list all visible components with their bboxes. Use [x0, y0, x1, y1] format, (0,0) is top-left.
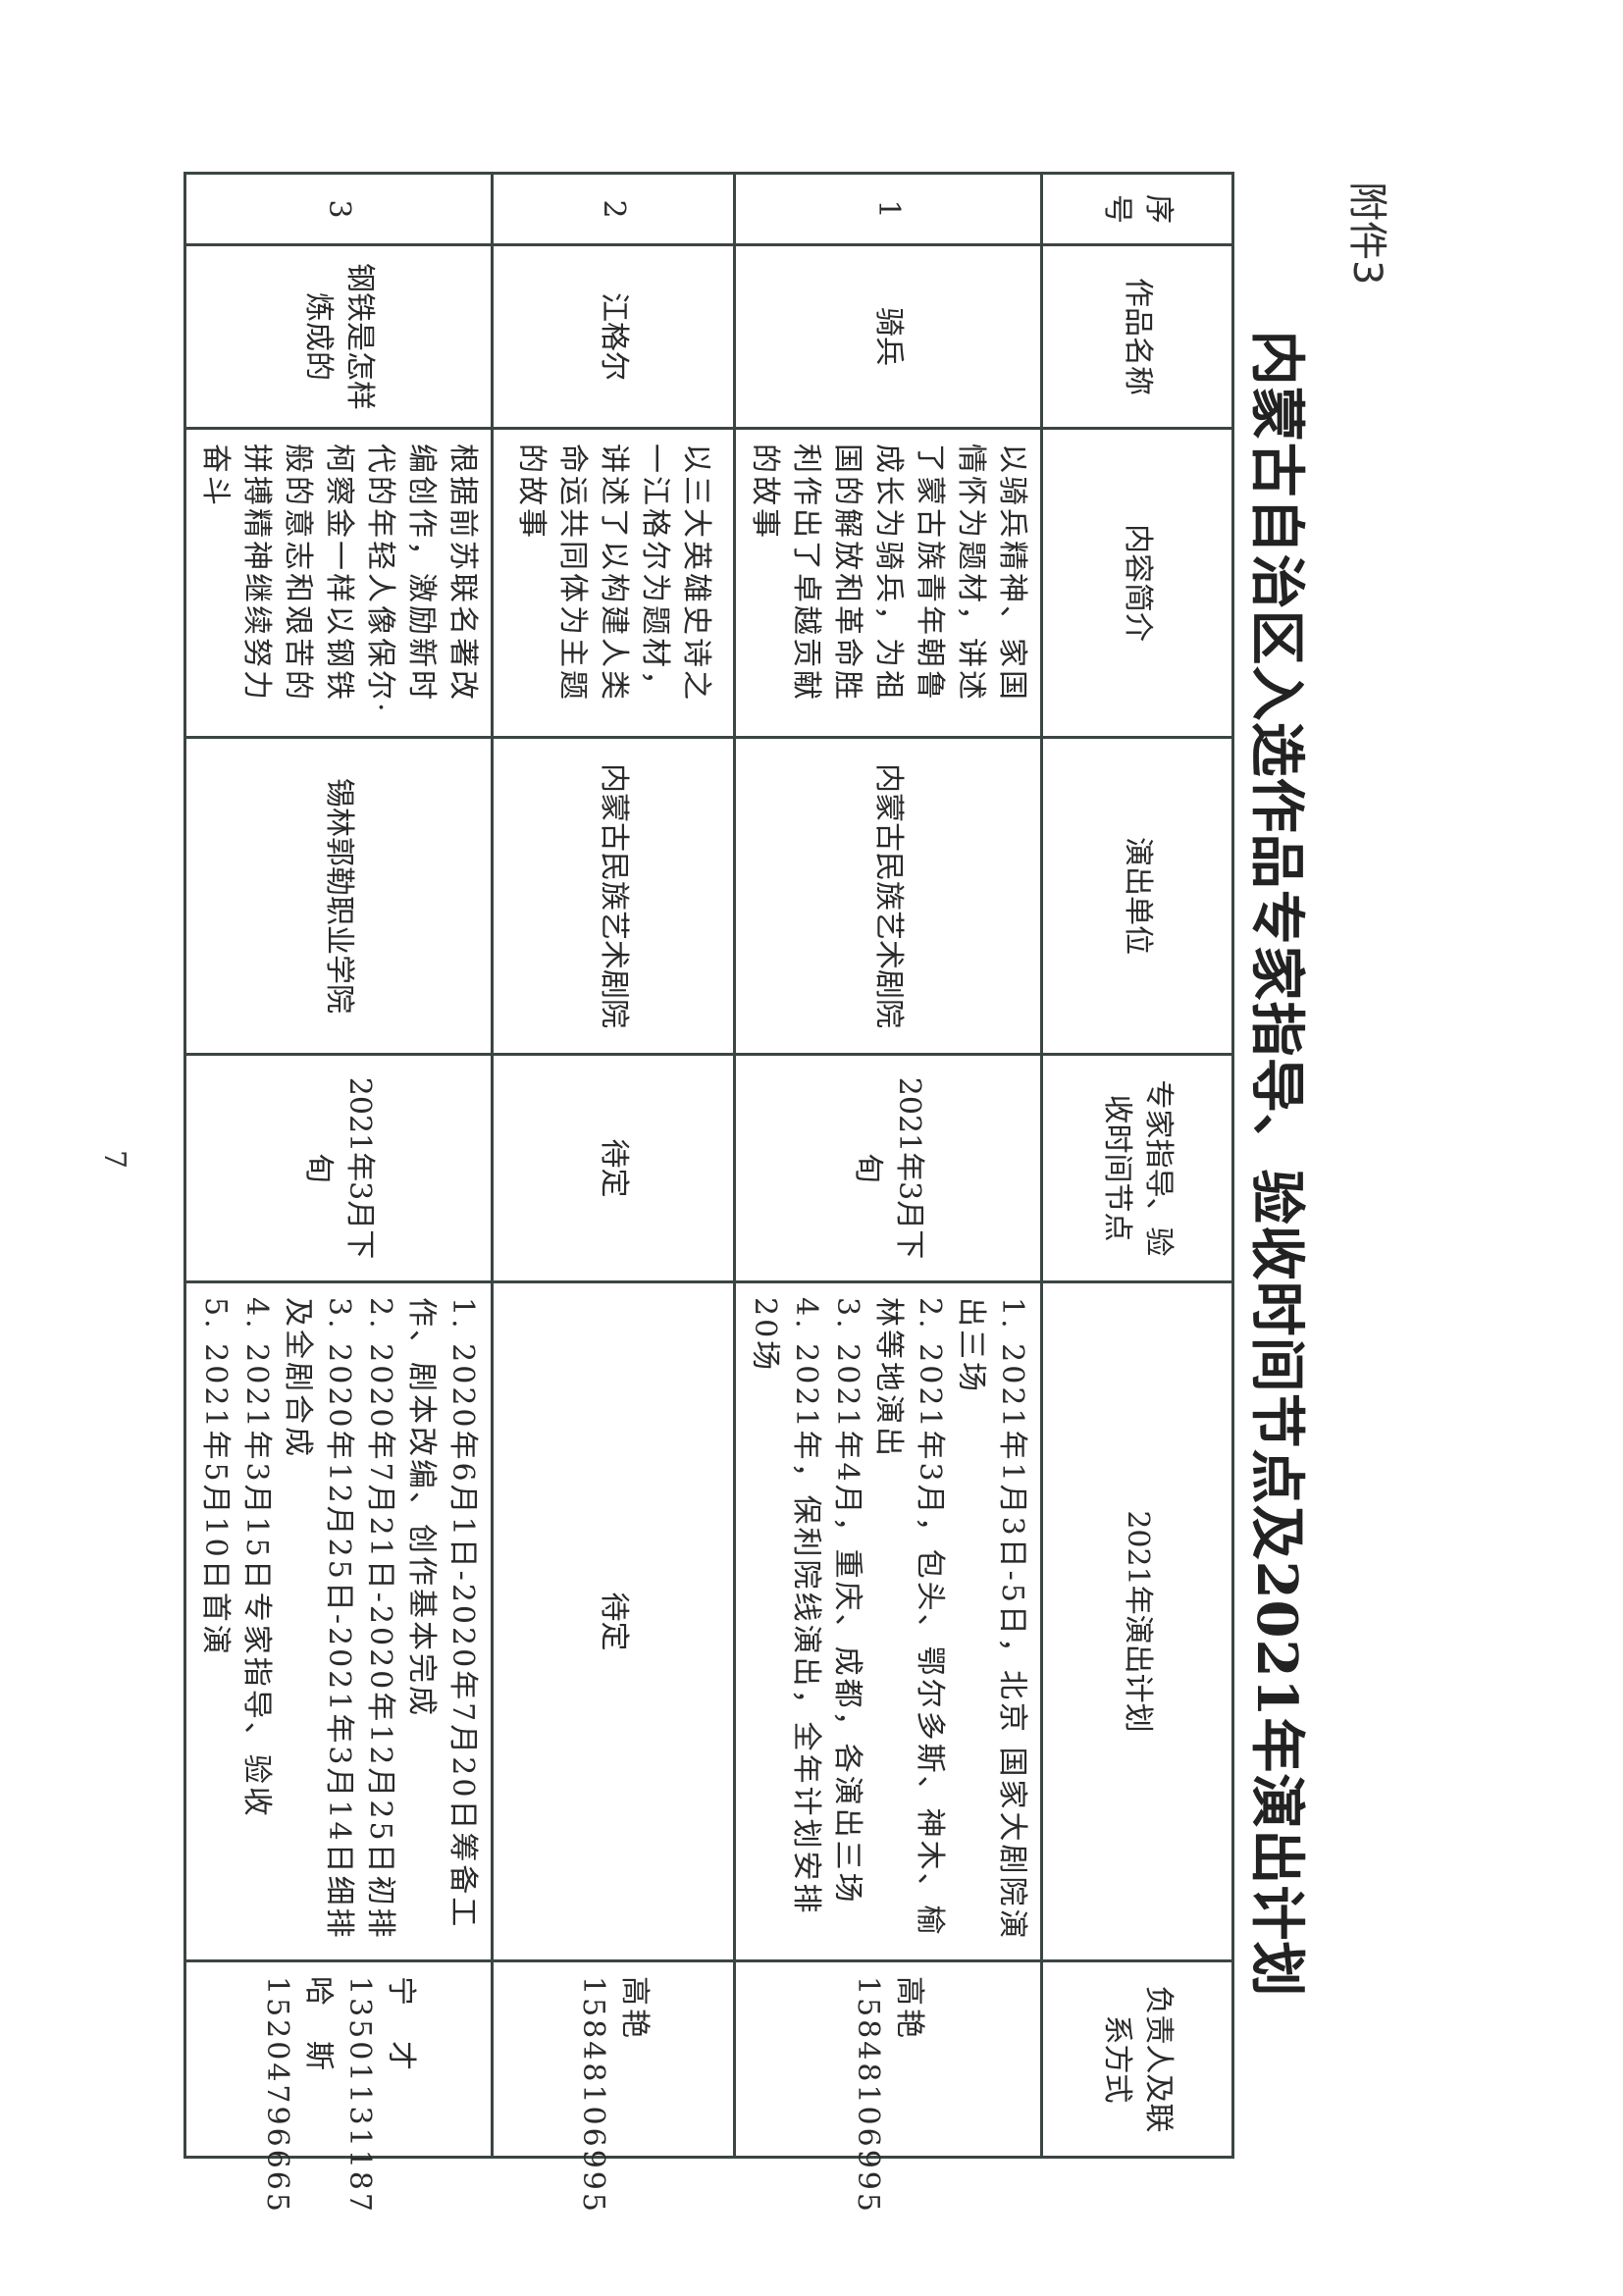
- plan-item: 2. 2020年7月21日-2020年12月25日初排: [363, 1297, 397, 1941]
- document-title: 内蒙古自治区入选作品专家指导、验收时间节点及2021年演出计划: [1244, 330, 1309, 1998]
- header-contacts: 负责人及联系方式: [1041, 1960, 1233, 2158]
- row-name: 钢铁是怎样炼成的: [184, 244, 493, 429]
- plan-item: 1. 2021年1月3日-5日，北京 国家大剧院演出三场: [954, 1297, 1029, 1942]
- contact-name: 高艳: [617, 1976, 652, 2041]
- header-milestone: 专家指导、验收时间节点: [1041, 1054, 1233, 1282]
- row-milestone: 待定: [492, 1054, 735, 1282]
- plan-item: 5. 2021年5月10日首演: [198, 1297, 233, 1657]
- row-summary: 以骑兵精神、家国情怀为题材，讲述了蒙古族青年朝鲁成长为骑兵，为祖国的解放和革命胜…: [734, 428, 1042, 738]
- row-unit: 内蒙古民族艺术剧院: [734, 737, 1042, 1055]
- row-plan: 待定: [492, 1281, 735, 1961]
- plan-item: 3. 2021年4月，重庆、成都，各演出三场: [830, 1297, 864, 1905]
- plan-item: 3. 2020年12月25日-2021年3月14日细排及全剧合成: [281, 1297, 356, 1941]
- contact-name: 哈 斯: [301, 1976, 336, 2073]
- plan-item: 待定: [597, 1592, 631, 1651]
- header-name: 作品名称: [1041, 244, 1233, 429]
- row-no: 2: [492, 173, 735, 245]
- row-name: 骑兵: [734, 244, 1042, 429]
- contact-name: 高艳: [892, 1976, 926, 2041]
- table-header-row: 序号 作品名称 内容简介 演出单位 专家指导、验收时间节点 2021年演出计划 …: [1041, 173, 1233, 2158]
- header-summary: 内容简介: [1041, 428, 1233, 738]
- table-row: 2 江格尔 以三大英雄史诗之一江格尔为题材，讲述了以构建人类命运共同体为主题的故…: [492, 173, 735, 2215]
- page-number: 7: [97, 1150, 131, 1170]
- attachment-label: 附件3: [1344, 182, 1389, 286]
- plan-item: 1. 2020年6月1日-2020年7月20日筹备工作、剧本改编、创作基本完成: [404, 1297, 480, 1930]
- plan-item: 2. 2021年3月，包头、鄂尔多斯、神木、榆林等地演出: [871, 1297, 947, 1938]
- row-summary: 以三大英雄史诗之一江格尔为题材，讲述了以构建人类命运共同体为主题的故事: [492, 428, 735, 738]
- row-no: 1: [734, 173, 1042, 245]
- header-unit: 演出单位: [1041, 737, 1233, 1055]
- row-milestone: 2021年3月下旬: [734, 1054, 1042, 1282]
- row-plan: 1. 2021年1月3日-5日，北京 国家大剧院演出三场 2. 2021年3月，…: [734, 1281, 1042, 1961]
- contact-phone: 13501131187: [342, 1976, 377, 2215]
- row-contacts: 高艳 15848106995: [734, 1960, 1042, 2215]
- row-no: 3: [184, 173, 493, 245]
- row-plan: 1. 2020年6月1日-2020年7月20日筹备工作、剧本改编、创作基本完成 …: [184, 1281, 493, 1961]
- row-summary: 根据前苏联名著改编创作，激励新时代的年轻人像保尔·柯察金一样以钢铁般的意志和艰苦…: [184, 428, 493, 738]
- table-row: 1 骑兵 以骑兵精神、家国情怀为题材，讲述了蒙古族青年朝鲁成长为骑兵，为祖国的解…: [734, 173, 1042, 2215]
- header-no: 序号: [1041, 173, 1233, 245]
- row-unit: 内蒙古民族艺术剧院: [492, 737, 735, 1055]
- header-plan: 2021年演出计划: [1041, 1281, 1233, 1961]
- table-row: 3 钢铁是怎样炼成的 根据前苏联名著改编创作，激励新时代的年轻人像保尔·柯察金一…: [184, 173, 493, 2215]
- row-name: 江格尔: [492, 244, 735, 429]
- contact-name: 宁 才: [384, 1976, 418, 2073]
- plan-table: 序号 作品名称 内容简介 演出单位 专家指导、验收时间节点 2021年演出计划 …: [183, 172, 1234, 2215]
- row-contacts: 宁 才 13501131187 哈 斯 15204796665: [184, 1960, 493, 2215]
- contact-phone: 15204796665: [260, 1976, 294, 2215]
- plan-item: 4. 2021年3月15日专家指导、验收: [239, 1297, 274, 1819]
- plan-item: 4. 2021年，保利院线演出，全年计划安排20场: [748, 1297, 823, 1916]
- contact-phone: 15848106995: [851, 1976, 885, 2215]
- contact-phone: 15848106995: [576, 1976, 610, 2215]
- row-milestone: 2021年3月下旬: [184, 1054, 493, 1282]
- row-contacts: 高艳 15848106995: [492, 1960, 735, 2215]
- row-unit: 锡林郭勒职业学院: [184, 737, 493, 1055]
